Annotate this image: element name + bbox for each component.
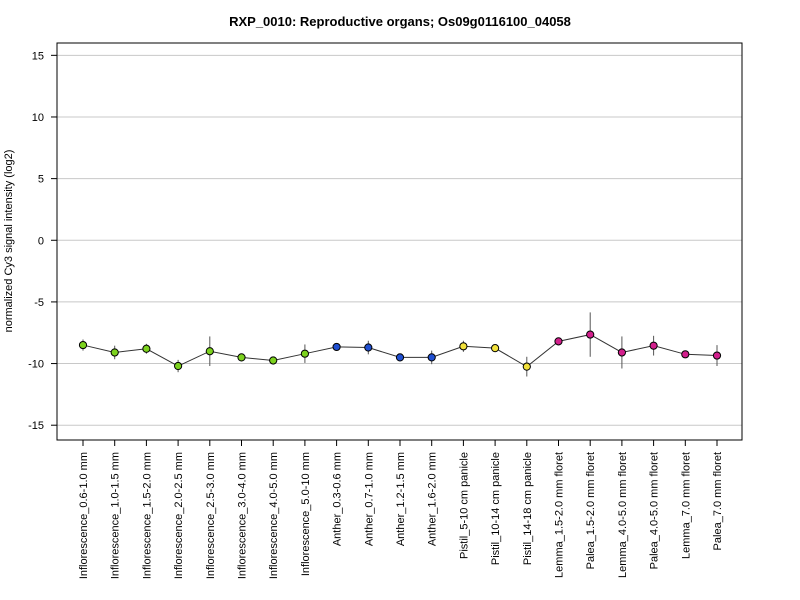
data-point [522, 362, 531, 371]
x-tick-label: Inflorescence_0.6-1.0 mm [78, 452, 90, 579]
x-tick-label: Anther_0.3-0.6 mm [332, 452, 344, 546]
y-tick-label: 10 [32, 112, 44, 124]
data-point [554, 337, 563, 346]
x-tick-label: Pistil_10-14 cm panicle [490, 452, 502, 565]
plot-frame [56, 42, 743, 441]
y-tick-label: -5 [34, 297, 44, 309]
data-point [649, 341, 658, 350]
y-tick-label: 15 [32, 50, 44, 62]
data-point [491, 344, 500, 353]
data-point [174, 361, 183, 371]
data-point [681, 350, 690, 359]
y-tick-label: -10 [28, 359, 44, 371]
data-point [459, 342, 468, 351]
data-point [205, 347, 214, 356]
x-tick-label: Inflorescence_2.5-3.0 mm [205, 452, 217, 579]
x-tick-label: Inflorescence_5.0-10 mm [300, 452, 312, 576]
x-tick-label: Palea_1.5-2.0 mm floret [585, 452, 597, 569]
x-tick-label: Inflorescence_1.5-2.0 mm [141, 452, 153, 579]
x-tick-label: Lemma_4.0-5.0 mm floret [617, 452, 629, 578]
data-point [427, 353, 436, 362]
y-tick-label: 0 [38, 235, 44, 247]
x-tick-label: Inflorescence_1.0-1.5 mm [110, 452, 122, 579]
data-point [78, 340, 88, 350]
x-tick-label: Palea_7.0 mm floret [712, 452, 724, 550]
data-point [300, 349, 309, 358]
x-tick-label: Anther_1.2-1.5 mm [395, 452, 407, 546]
x-tick-label: Palea_4.0-5.0 mm floret [649, 452, 661, 569]
x-tick-label: Pistil_5-10 cm panicle [458, 452, 470, 559]
y-tick-label: 5 [38, 174, 44, 186]
data-point [617, 348, 627, 357]
x-tick-label: Anther_1.6-2.0 mm [427, 452, 439, 546]
data-point [364, 343, 373, 352]
data-point [586, 330, 595, 339]
x-tick-label: Inflorescence_4.0-5.0 mm [268, 452, 280, 579]
x-tick-label: Inflorescence_2.0-2.5 mm [173, 452, 185, 579]
y-axis-label: normalized Cy3 signal intensity (log2) [3, 150, 15, 333]
y-tick-label: -15 [28, 420, 44, 432]
data-point [110, 348, 119, 357]
x-axis: Inflorescence_0.6-1.0 mm Inflorescence_1.… [78, 440, 724, 579]
series [78, 312, 722, 377]
chart-title: RXP_0010: Reproductive organs; Os09g0116… [229, 14, 571, 29]
x-tick-label: Lemma_1.5-2.0 mm floret [554, 452, 566, 578]
x-tick-label: Inflorescence_3.0-4.0 mm [237, 452, 249, 579]
x-tick-label: Anther_0.7-1.0 mm [363, 452, 375, 546]
y-axis: 15 10 5 0 -5 -10 -15 [28, 50, 57, 432]
data-point [237, 353, 246, 362]
data-point [395, 353, 405, 362]
data-point [712, 351, 722, 360]
data-point [142, 344, 151, 353]
data-point [332, 342, 341, 352]
x-tick-label: Pistil_14-18 cm panicle [522, 452, 534, 565]
x-tick-label: Lemma_7.0 mm floret [680, 452, 692, 559]
grid [57, 54, 742, 426]
data-point [269, 356, 278, 365]
